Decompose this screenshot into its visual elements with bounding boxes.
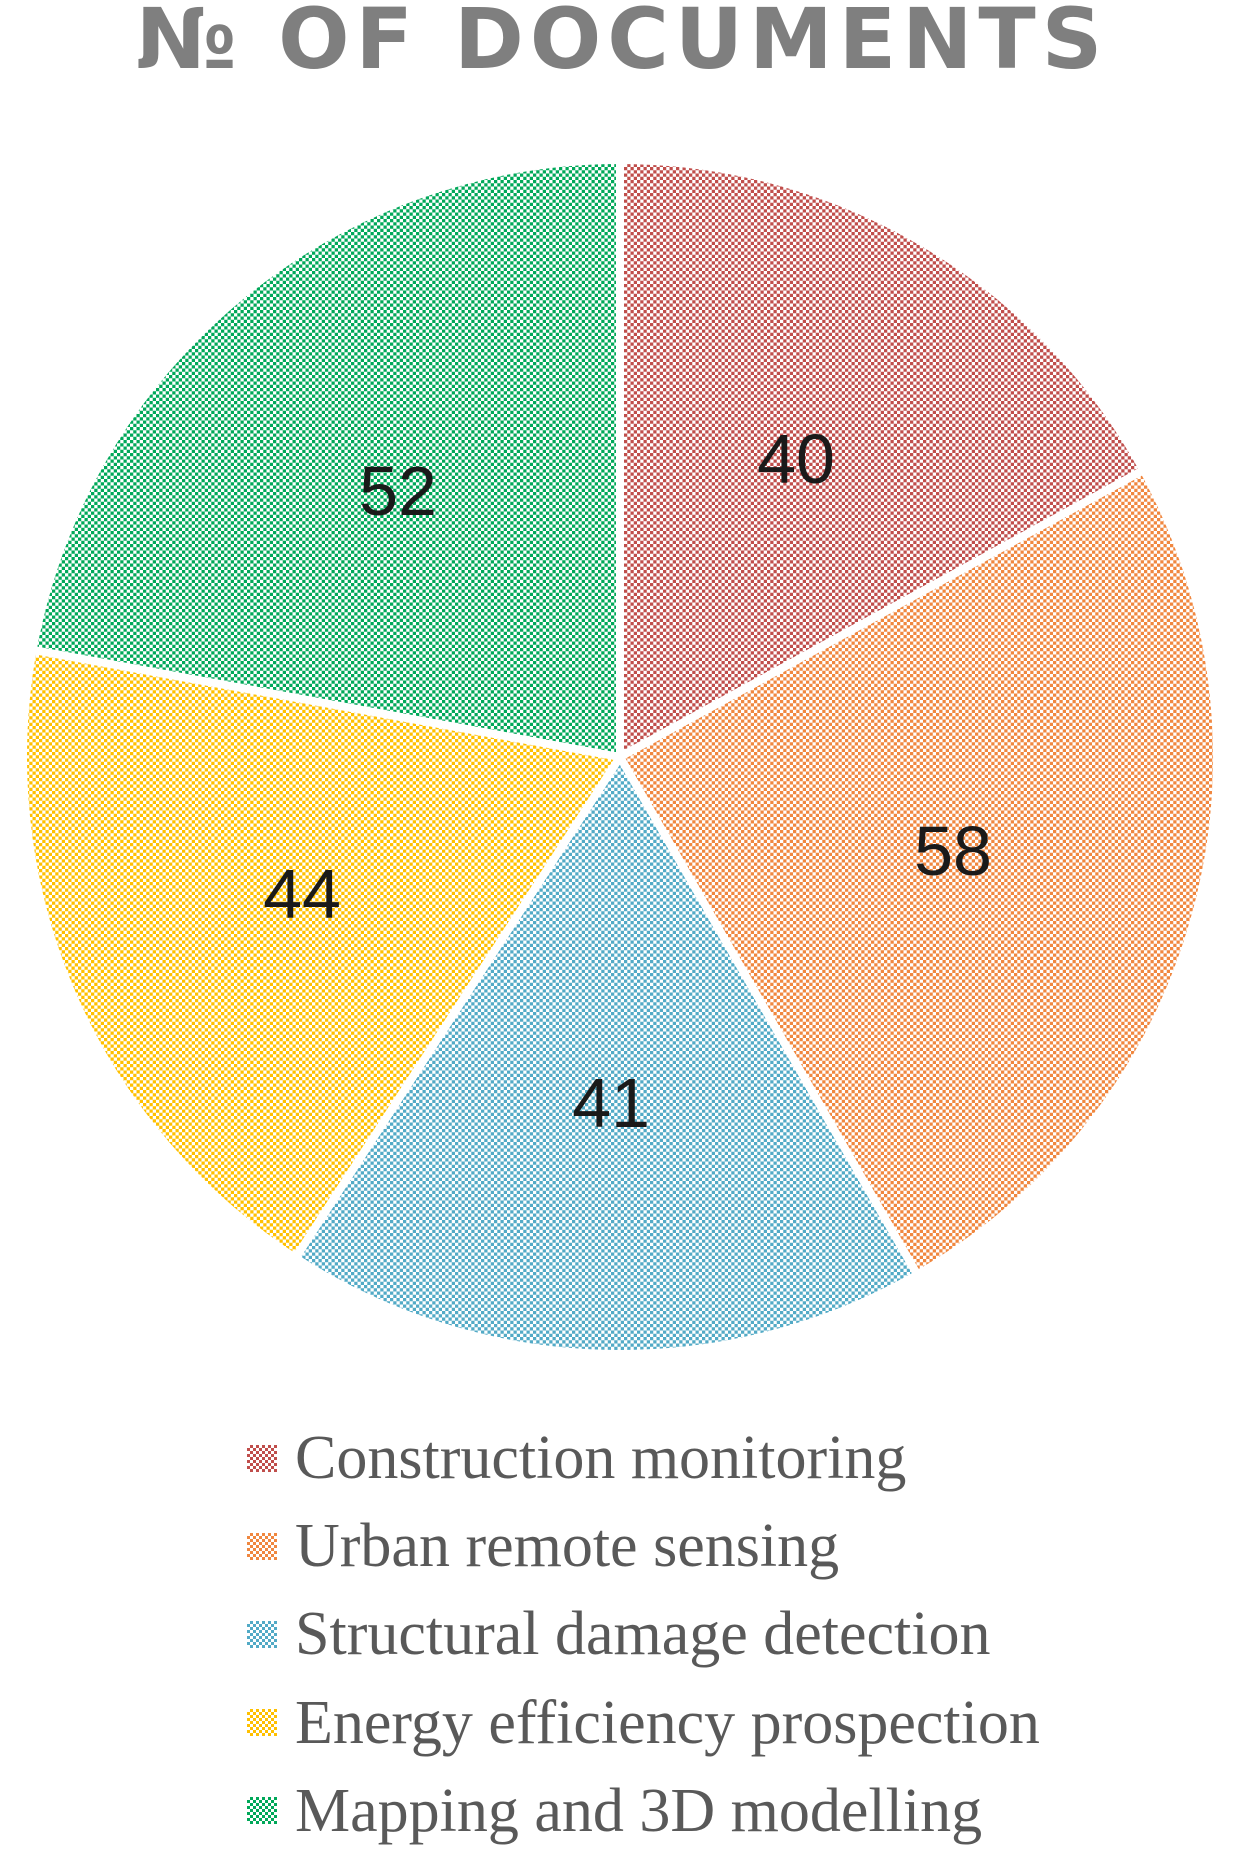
legend-label: Urban remote sensing xyxy=(295,1512,840,1581)
pie-slice-mapping-and-3d-modelling xyxy=(28,155,624,762)
legend-label: Construction monitoring xyxy=(295,1424,907,1492)
pie-slice-energy-efficiency-prospection xyxy=(19,645,627,1264)
legend-item-construction-monitoring: Construction monitoring xyxy=(247,1424,1040,1492)
legend-swatch-mapping-and-3d-modelling xyxy=(247,1797,277,1825)
pie-slice-urban-remote-sensing xyxy=(614,464,1221,1281)
legend-swatch-energy-efficiency-prospection xyxy=(247,1709,277,1737)
slice-value-label: 58 xyxy=(914,812,992,890)
legend-label: Structural damage detection xyxy=(295,1600,991,1669)
pie-slice-structural-damage-detection xyxy=(289,749,923,1358)
legend-label: Energy efficiency prospection xyxy=(295,1688,1040,1757)
slice-value-label: 41 xyxy=(572,1064,650,1142)
legend-item-energy-efficiency-prospection: Energy efficiency prospection xyxy=(247,1689,1040,1757)
legend-label: Mapping and 3D modelling xyxy=(295,1776,983,1845)
legend-swatch-urban-remote-sensing xyxy=(247,1532,277,1560)
legend-item-mapping-and-3d-modelling: Mapping and 3D modelling xyxy=(247,1777,1040,1845)
legend-swatch-structural-damage-detection xyxy=(247,1620,277,1648)
legend-item-urban-remote-sensing: Urban remote sensing xyxy=(247,1512,1040,1580)
legend-swatch-construction-monitoring xyxy=(247,1444,277,1472)
legend-item-structural-damage-detection: Structural damage detection xyxy=(247,1600,1040,1668)
chart-title: № OF DOCUMENTS xyxy=(135,0,1109,88)
slice-value-label: 40 xyxy=(757,420,835,498)
chart-legend: Construction monitoring Urban remote sens… xyxy=(247,1424,1040,1845)
slice-value-label: 44 xyxy=(263,855,341,933)
pie-slice-construction-monitoring xyxy=(616,155,1149,764)
pie-chart: 40 58 41 44 52 xyxy=(19,155,1221,1358)
slice-value-label: 52 xyxy=(359,452,437,530)
